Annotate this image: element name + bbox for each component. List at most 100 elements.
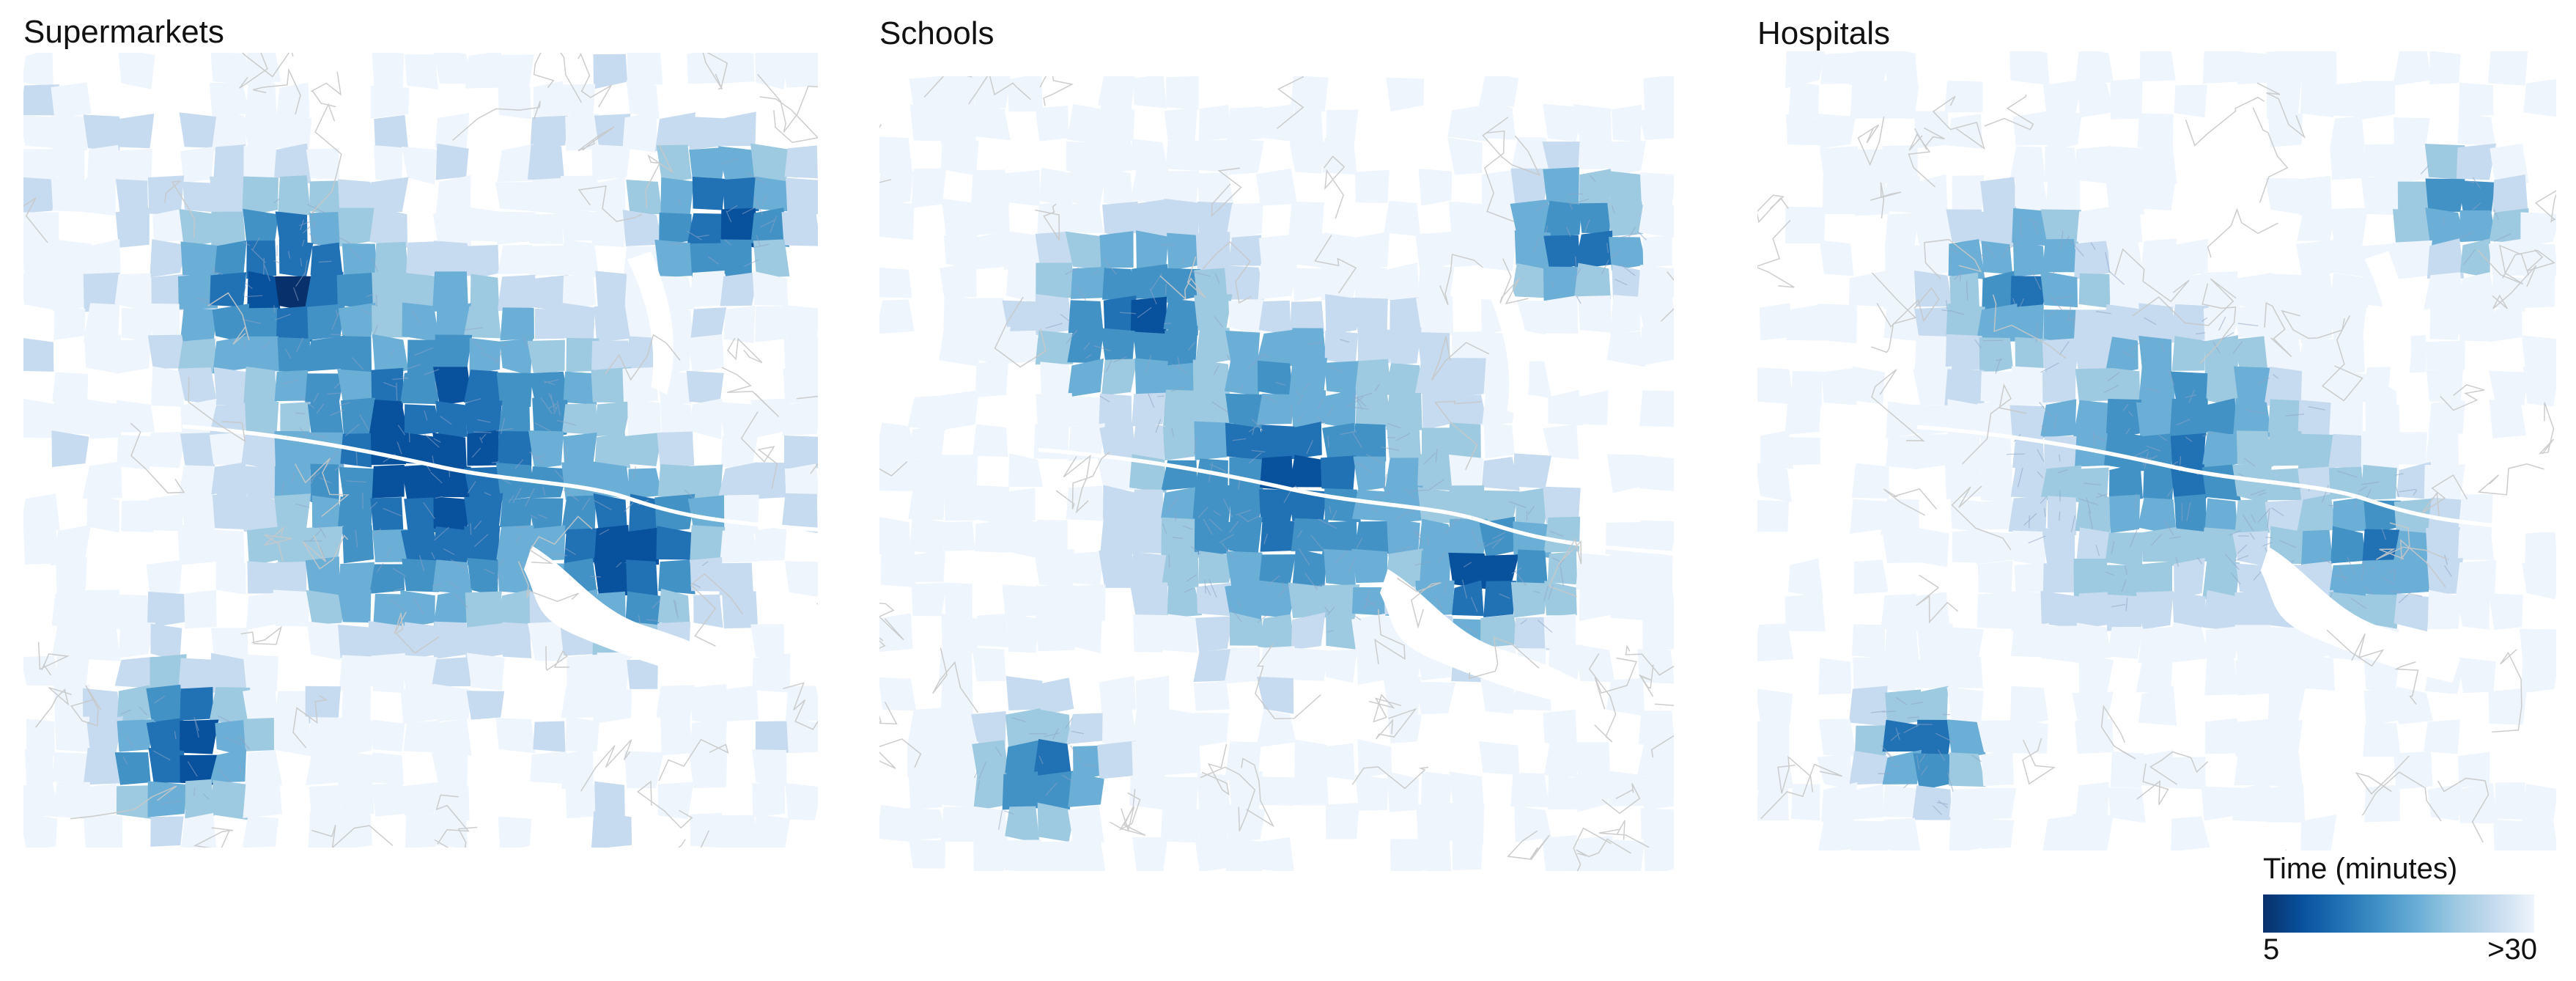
travel-zone bbox=[970, 169, 1010, 205]
road bbox=[1548, 537, 1582, 598]
street-line bbox=[2237, 323, 2259, 327]
street-line bbox=[514, 459, 524, 469]
street-line bbox=[1239, 514, 1250, 523]
travel-zone bbox=[1354, 359, 1392, 396]
street-line bbox=[1166, 496, 1179, 513]
road bbox=[1507, 830, 1550, 860]
travel-zone bbox=[973, 424, 1008, 458]
street-line bbox=[552, 553, 567, 556]
street-line bbox=[1971, 754, 1982, 763]
travel-zone bbox=[720, 239, 752, 279]
travel-zone bbox=[2429, 305, 2465, 340]
road bbox=[1374, 609, 1406, 665]
travel-zone bbox=[1037, 802, 1075, 842]
travel-zone bbox=[1980, 464, 2013, 503]
street-line bbox=[1065, 717, 1074, 730]
street-line bbox=[299, 221, 311, 227]
travel-zone bbox=[1640, 808, 1674, 842]
road-network bbox=[879, 76, 1674, 871]
street-line bbox=[1226, 354, 1232, 363]
travel-zone bbox=[500, 307, 534, 341]
travel-zone bbox=[211, 112, 247, 152]
street-line bbox=[534, 455, 545, 460]
travel-zone bbox=[527, 144, 565, 182]
street-line bbox=[1261, 353, 1270, 359]
travel-zone bbox=[2495, 782, 2525, 820]
travel-zone bbox=[1288, 647, 1328, 681]
travel-zone bbox=[83, 589, 123, 630]
travel-zone bbox=[530, 752, 568, 785]
street-line bbox=[1326, 406, 1334, 418]
street-line bbox=[1573, 268, 1582, 282]
street-line bbox=[674, 600, 679, 620]
street-line bbox=[1903, 782, 1911, 789]
travel-zone bbox=[528, 213, 564, 244]
travel-zone bbox=[1322, 136, 1357, 175]
travel-zone bbox=[1946, 686, 1984, 727]
street-line bbox=[2472, 177, 2481, 189]
street-line bbox=[1974, 339, 1982, 349]
travel-zone bbox=[401, 146, 438, 185]
travel-zone bbox=[308, 811, 344, 848]
travel-zone bbox=[1606, 331, 1646, 367]
travel-zone bbox=[467, 430, 500, 466]
road bbox=[1876, 287, 1940, 328]
street-line bbox=[2285, 414, 2305, 416]
travel-zone bbox=[1035, 231, 1073, 268]
travel-zone bbox=[147, 591, 186, 628]
travel-zone bbox=[2330, 116, 2365, 149]
travel-zone bbox=[530, 274, 569, 312]
road bbox=[605, 334, 681, 381]
travel-zone bbox=[149, 493, 183, 532]
street-line bbox=[1137, 306, 1152, 318]
street-line bbox=[2129, 529, 2138, 548]
road bbox=[2492, 265, 2537, 309]
travel-zone bbox=[1977, 560, 2013, 595]
travel-zone bbox=[687, 464, 723, 500]
travel-zone bbox=[242, 815, 279, 848]
travel-zone bbox=[2263, 752, 2303, 790]
travel-zone bbox=[2042, 815, 2081, 850]
travel-zone bbox=[938, 390, 979, 430]
street-line bbox=[1206, 586, 1211, 595]
travel-zone bbox=[1258, 300, 1291, 335]
street-line bbox=[2463, 249, 2476, 265]
road bbox=[253, 67, 301, 115]
travel-zone bbox=[146, 559, 182, 598]
travel-zone bbox=[1414, 681, 1456, 715]
road bbox=[310, 103, 342, 214]
road bbox=[2376, 546, 2449, 561]
travel-zone bbox=[1289, 142, 1327, 174]
travel-zone bbox=[2525, 531, 2556, 567]
travel-zone bbox=[401, 622, 438, 661]
street-line bbox=[2493, 233, 2512, 243]
travel-zone bbox=[1478, 76, 1519, 109]
travel-zone bbox=[2015, 174, 2048, 215]
travel-zone bbox=[1166, 76, 1199, 110]
street-line bbox=[281, 482, 284, 496]
travel-zone bbox=[180, 307, 218, 344]
street-line bbox=[1251, 419, 1263, 431]
travel-zone bbox=[528, 371, 569, 403]
travel-zone bbox=[593, 493, 627, 532]
street-line bbox=[2350, 598, 2367, 609]
street-line bbox=[1601, 260, 1609, 275]
travel-zone bbox=[178, 367, 218, 405]
street-line bbox=[392, 587, 404, 592]
street-line bbox=[2107, 372, 2120, 382]
street-line bbox=[1340, 430, 1357, 436]
travel-zone bbox=[184, 589, 217, 629]
road bbox=[2207, 207, 2279, 258]
road bbox=[1916, 574, 1959, 624]
travel-zone bbox=[121, 500, 154, 532]
road bbox=[2477, 244, 2530, 285]
street-line bbox=[2105, 252, 2111, 273]
travel-zone bbox=[2143, 466, 2175, 504]
street-line bbox=[125, 735, 133, 747]
travel-zone bbox=[1099, 231, 1134, 268]
street-line bbox=[2258, 377, 2270, 384]
street-line bbox=[1184, 588, 1193, 593]
river bbox=[182, 424, 818, 532]
travel-zone bbox=[1387, 709, 1422, 743]
travel-zone bbox=[1164, 199, 1200, 237]
